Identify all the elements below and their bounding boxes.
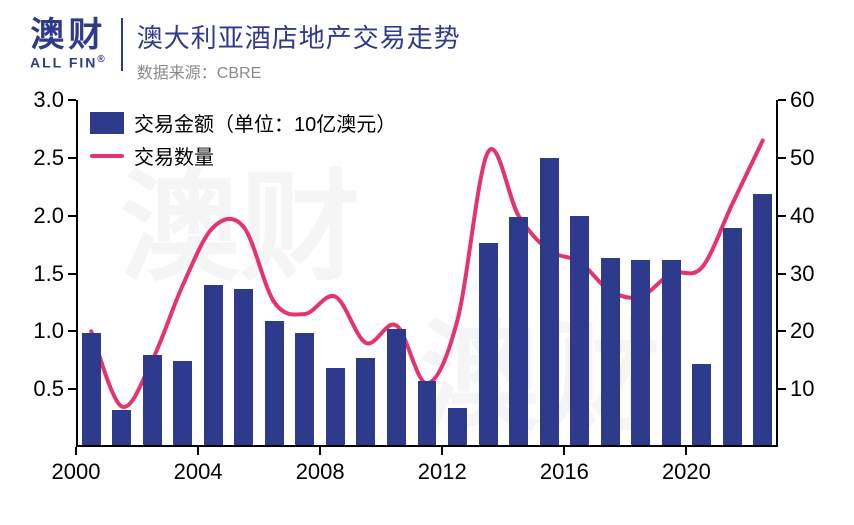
bar	[265, 321, 284, 445]
y-label-right: 30	[778, 261, 814, 287]
subtitle-source: CBRE	[217, 65, 261, 82]
x-label: 2012	[418, 447, 467, 485]
bar	[692, 364, 711, 445]
bar	[479, 243, 498, 445]
bar	[387, 329, 406, 445]
x-label: 2004	[174, 447, 223, 485]
y-label-right: 10	[778, 376, 814, 402]
logo-block: 澳财 ALL FIN®	[30, 18, 123, 71]
bar	[234, 289, 253, 445]
logo-trademark: ®	[97, 54, 106, 65]
bar	[82, 333, 101, 445]
bar	[143, 355, 162, 445]
x-label: 2008	[296, 447, 345, 485]
x-label: 2000	[52, 447, 101, 485]
y-label-left: 1.0	[33, 318, 76, 344]
legend-bar-swatch	[90, 112, 124, 134]
y-label-right: 50	[778, 145, 814, 171]
bar	[540, 158, 559, 445]
logo-cn: 澳财	[30, 18, 106, 52]
legend: 交易金额（单位：10亿澳元） 交易数量	[90, 108, 396, 174]
bar	[448, 408, 467, 445]
bar	[601, 258, 620, 445]
bar	[326, 368, 345, 445]
y-label-left: 0.5	[33, 376, 76, 402]
bar	[631, 260, 650, 445]
bar	[662, 260, 681, 445]
chart-subtitle: 数据来源：CBRE	[137, 59, 461, 83]
logo-en: ALL FIN®	[30, 54, 107, 71]
y-label-left: 3.0	[33, 87, 76, 113]
y-label-right: 60	[778, 87, 814, 113]
x-label: 2016	[540, 447, 589, 485]
bar	[418, 381, 437, 445]
title-block: 澳大利亚酒店地产交易走势 数据来源：CBRE	[123, 18, 461, 83]
y-label-right: 20	[778, 318, 814, 344]
y-label-left: 1.5	[33, 261, 76, 287]
y-label-left: 2.0	[33, 203, 76, 229]
legend-line-label: 交易数量	[134, 141, 214, 170]
bar	[112, 410, 131, 445]
bar	[509, 217, 528, 445]
logo-en-text: ALL FIN	[30, 55, 97, 71]
header: 澳财 ALL FIN® 澳大利亚酒店地产交易走势 数据来源：CBRE	[0, 0, 854, 83]
legend-bar-label: 交易金额（单位：10亿澳元）	[134, 108, 396, 137]
legend-line-swatch	[90, 154, 124, 158]
bar	[173, 361, 192, 445]
bar	[204, 285, 223, 445]
bar	[356, 358, 375, 445]
y-label-right: 40	[778, 203, 814, 229]
chart-area: 交易金额（单位：10亿澳元） 交易数量 0.51.01.52.02.53.010…	[30, 100, 824, 495]
legend-line-row: 交易数量	[90, 141, 396, 170]
bar	[723, 228, 742, 445]
y-label-left: 2.5	[33, 145, 76, 171]
bar	[570, 216, 589, 445]
legend-bar-row: 交易金额（单位：10亿澳元）	[90, 108, 396, 137]
subtitle-prefix: 数据来源：	[137, 65, 217, 82]
bar	[753, 194, 772, 445]
x-label: 2020	[662, 447, 711, 485]
chart-title: 澳大利亚酒店地产交易走势	[137, 18, 461, 55]
bar	[295, 333, 314, 445]
